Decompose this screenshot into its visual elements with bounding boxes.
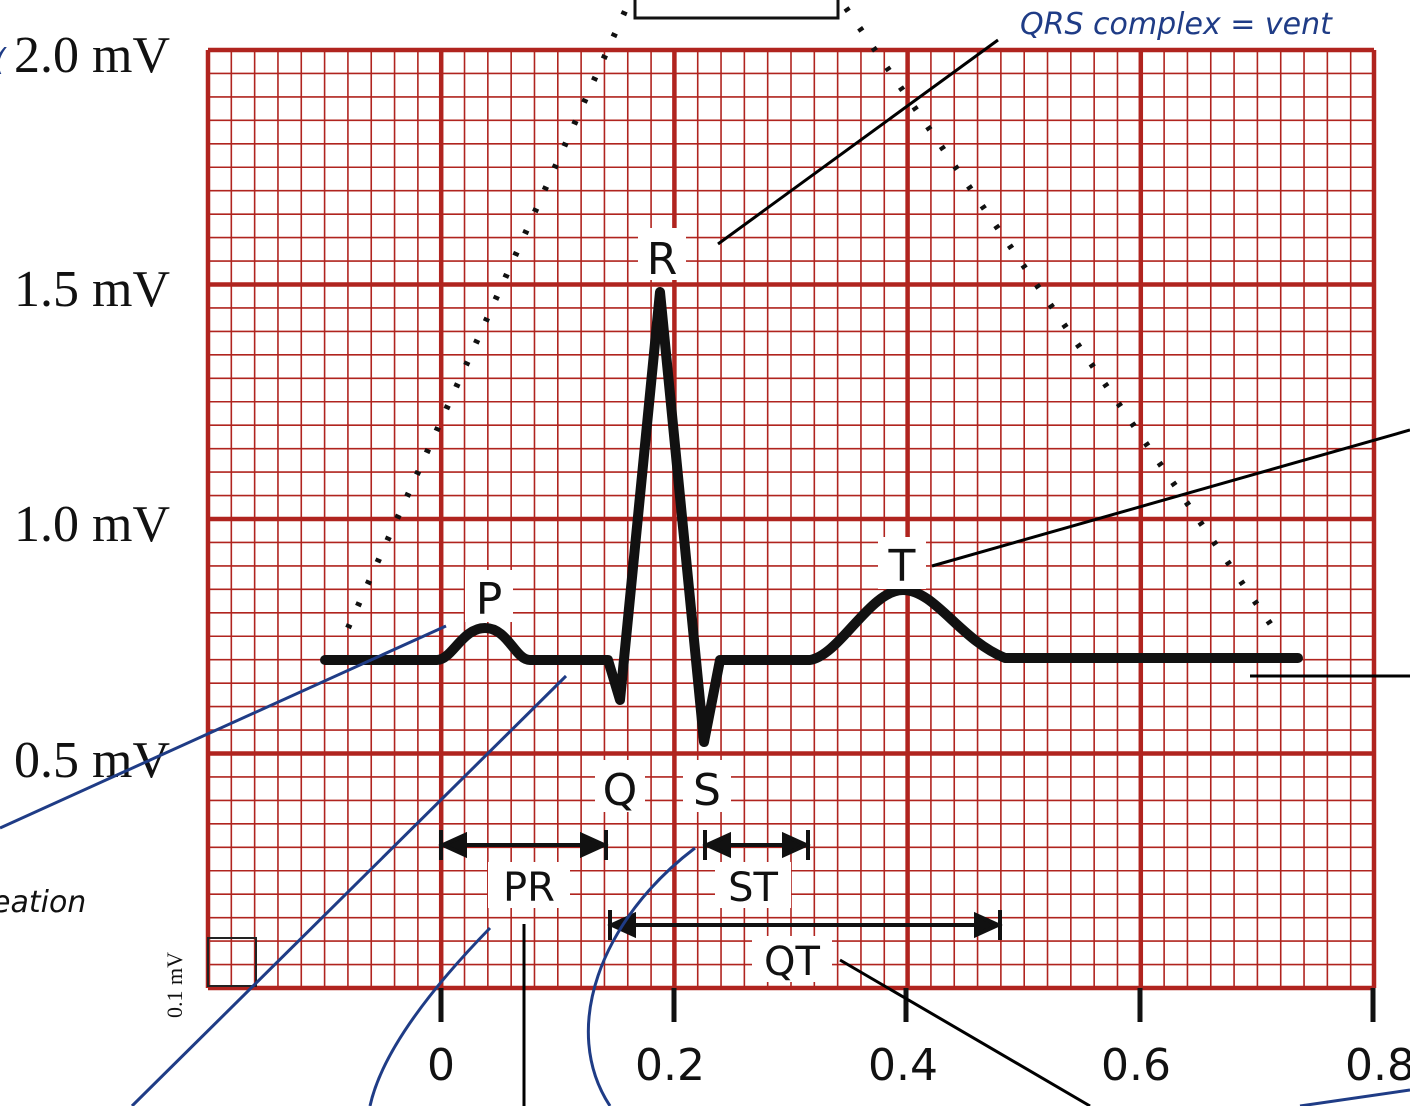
handwritten-qrs-note: QRS complex = vent	[1020, 7, 1333, 42]
y-label-1-5: 1.5 mV	[14, 261, 170, 318]
r-leader-line	[717, 38, 999, 246]
time-axis-ticks	[438, 988, 1376, 1022]
ecg-trace	[320, 287, 1303, 747]
handwritten-mark: (	[0, 43, 7, 78]
wave-label-s: S	[693, 765, 721, 816]
interval-label-st: ST	[728, 865, 778, 911]
wave-label-t: T	[888, 541, 916, 592]
bottom-right-stroke	[1299, 1088, 1410, 1106]
tick-label-0-8: 0.8	[1345, 1040, 1410, 1091]
interval-arrows	[438, 830, 1003, 940]
handwritten-annotation-lines	[0, 624, 1410, 1106]
handwritten-left-note: eation	[0, 885, 86, 920]
qt-leader-line	[839, 958, 1091, 1106]
wave-label-q: Q	[603, 765, 638, 816]
leader-lines	[522, 38, 1410, 1106]
pr-interval-pointer	[368, 926, 492, 1106]
pr-segment-pointer	[130, 674, 568, 1106]
wave-label-r: R	[647, 234, 678, 285]
tick-label-0-6: 0.6	[1101, 1040, 1171, 1091]
top-bracket	[633, 0, 840, 20]
interval-label-qt: QT	[764, 939, 820, 985]
interval-label-pr: PR	[503, 865, 555, 911]
ecg-grid-paper	[205, 47, 1377, 991]
tick-label-0-2: 0.2	[635, 1040, 705, 1091]
y-label-2-0: 2.0 mV	[14, 27, 170, 84]
p-wave-pointer	[0, 624, 447, 830]
y-label-1-0: 1.0 mV	[14, 496, 170, 553]
tick-label-0: 0	[427, 1040, 455, 1091]
y-label-0-5: 0.5 mV	[14, 732, 170, 789]
t-leader-line	[931, 428, 1410, 568]
tick-label-0-4: 0.4	[868, 1040, 938, 1091]
calibration-box-label: 0.1 mV	[162, 952, 187, 1018]
st-segment-pointer	[586, 846, 696, 1106]
calibration-box	[207, 937, 257, 987]
wave-label-p: P	[476, 574, 503, 625]
